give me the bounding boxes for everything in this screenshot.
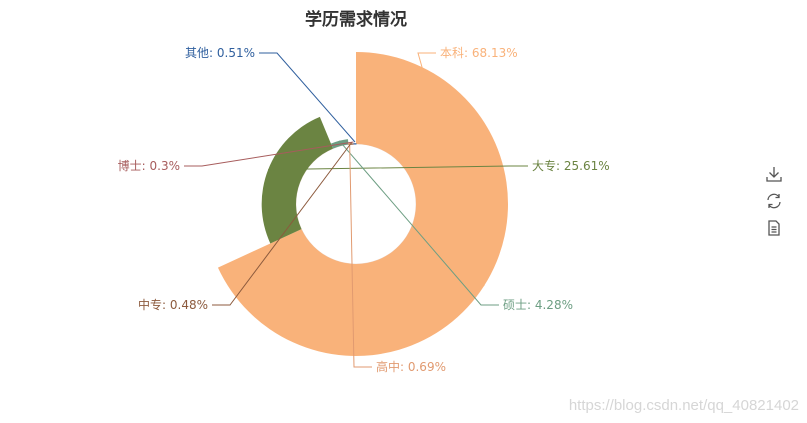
slice-label-1: 大专: 25.61%	[532, 158, 610, 173]
rose-slice-1[interactable]	[261, 116, 334, 244]
slice-label-3: 高中: 0.69%	[376, 359, 446, 374]
chart-toolbox	[764, 164, 786, 245]
leader-line-6	[259, 52, 356, 143]
leader-line-4	[212, 141, 353, 306]
chart-title: 学历需求情况	[305, 10, 407, 30]
leader-line-1	[268, 165, 528, 171]
slice-label-2: 硕士: 4.28%	[503, 298, 573, 312]
slice-label-5: 博士: 0.3%	[118, 158, 180, 173]
data-view-icon[interactable]	[764, 218, 784, 238]
leader-line-2	[338, 140, 499, 306]
leader-line-3	[349, 142, 372, 368]
slice-label-6: 其他: 0.51%	[185, 46, 255, 60]
slice-label-0: 本科: 68.13%	[440, 46, 518, 60]
download-icon[interactable]	[764, 164, 784, 184]
slice-label-4: 中专: 0.48%	[138, 297, 208, 312]
watermark: https://blog.csdn.net/qq_40821402	[568, 397, 799, 414]
inner-ring	[295, 143, 417, 265]
leader-line-0	[417, 52, 485, 287]
rose-slice-0[interactable]	[217, 52, 509, 356]
refresh-icon[interactable]	[764, 191, 784, 211]
leader-line-5	[184, 141, 354, 167]
